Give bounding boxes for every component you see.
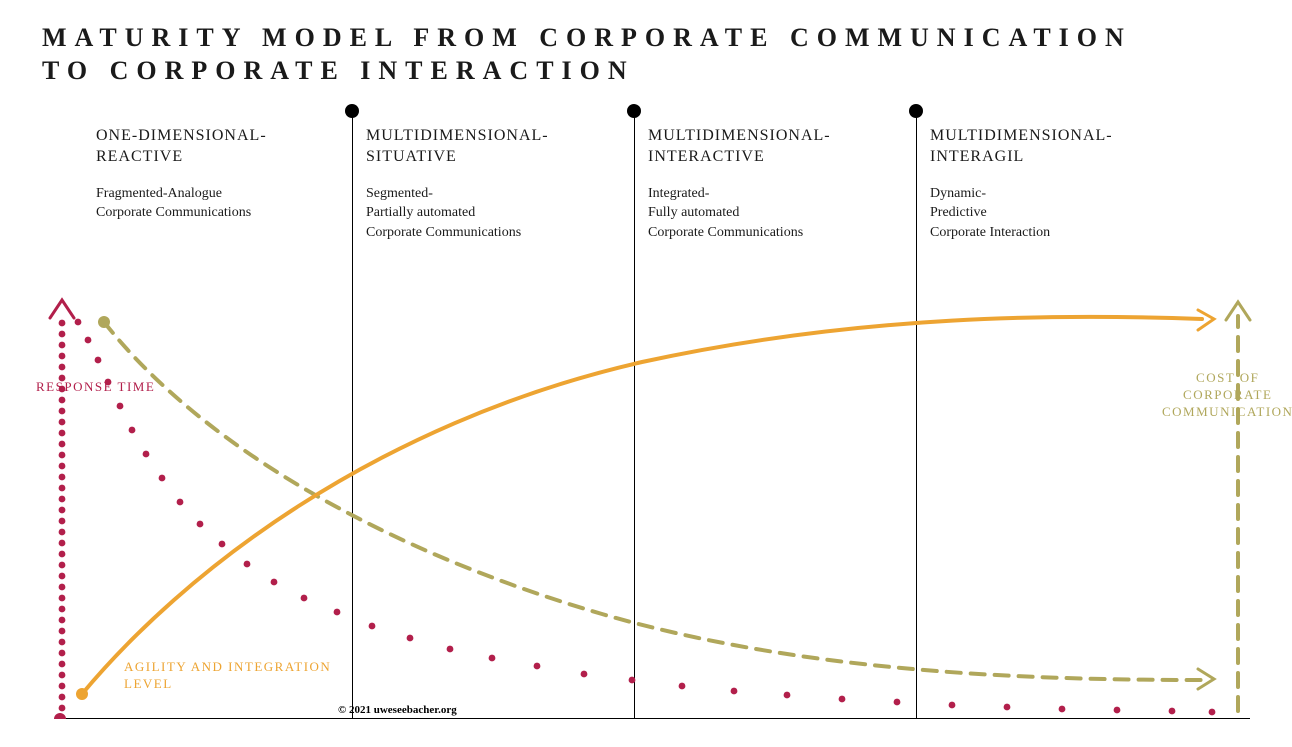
- page-title: MATURITY MODEL FROM CORPORATE COMMUNICAT…: [42, 22, 1132, 87]
- stage-dot-icon: [345, 104, 359, 118]
- stage-description: Integrated-Fully automatedCorporate Comm…: [634, 184, 894, 243]
- title-line-2: TO CORPORATE INTERACTION: [42, 56, 635, 85]
- copyright: © 2021 uweseebacher.org: [338, 704, 457, 716]
- cost-label: COST OFCORPORATECOMMUNICATION: [1162, 370, 1292, 421]
- stage-description: Fragmented-AnalogueCorporate Communicati…: [82, 184, 342, 223]
- stage-title: MULTIDIMENSIONAL-INTERACTIVE: [634, 126, 894, 168]
- stage-block: MULTIDIMENSIONAL-SITUATIVE Segmented-Part…: [352, 104, 612, 242]
- agility-label: AGILITY AND INTEGRATIONLEVEL: [124, 659, 331, 693]
- response-time-label: RESPONSE TIME: [36, 379, 155, 395]
- stage-block: MULTIDIMENSIONAL-INTERACTIVE Integrated-F…: [634, 104, 894, 242]
- stage-title: MULTIDIMENSIONAL-SITUATIVE: [352, 126, 612, 168]
- stage-block: ONE-DIMENSIONAL-REACTIVE Fragmented-Analo…: [82, 104, 342, 223]
- stage-dot-icon: [909, 104, 923, 118]
- stage-description: Segmented-Partially automatedCorporate C…: [352, 184, 612, 243]
- stage-title: ONE-DIMENSIONAL-REACTIVE: [82, 126, 342, 168]
- stage-description: Dynamic-PredictiveCorporate Interaction: [916, 184, 1176, 243]
- stage-block: MULTIDIMENSIONAL-INTERAGIL Dynamic-Predic…: [916, 104, 1176, 242]
- title-line-1: MATURITY MODEL FROM CORPORATE COMMUNICAT…: [42, 23, 1132, 52]
- stage-dot-icon: [627, 104, 641, 118]
- x-axis: [60, 718, 1250, 719]
- stage-title: MULTIDIMENSIONAL-INTERAGIL: [916, 126, 1176, 168]
- chart-area: ONE-DIMENSIONAL-REACTIVE Fragmented-Analo…: [42, 104, 1252, 719]
